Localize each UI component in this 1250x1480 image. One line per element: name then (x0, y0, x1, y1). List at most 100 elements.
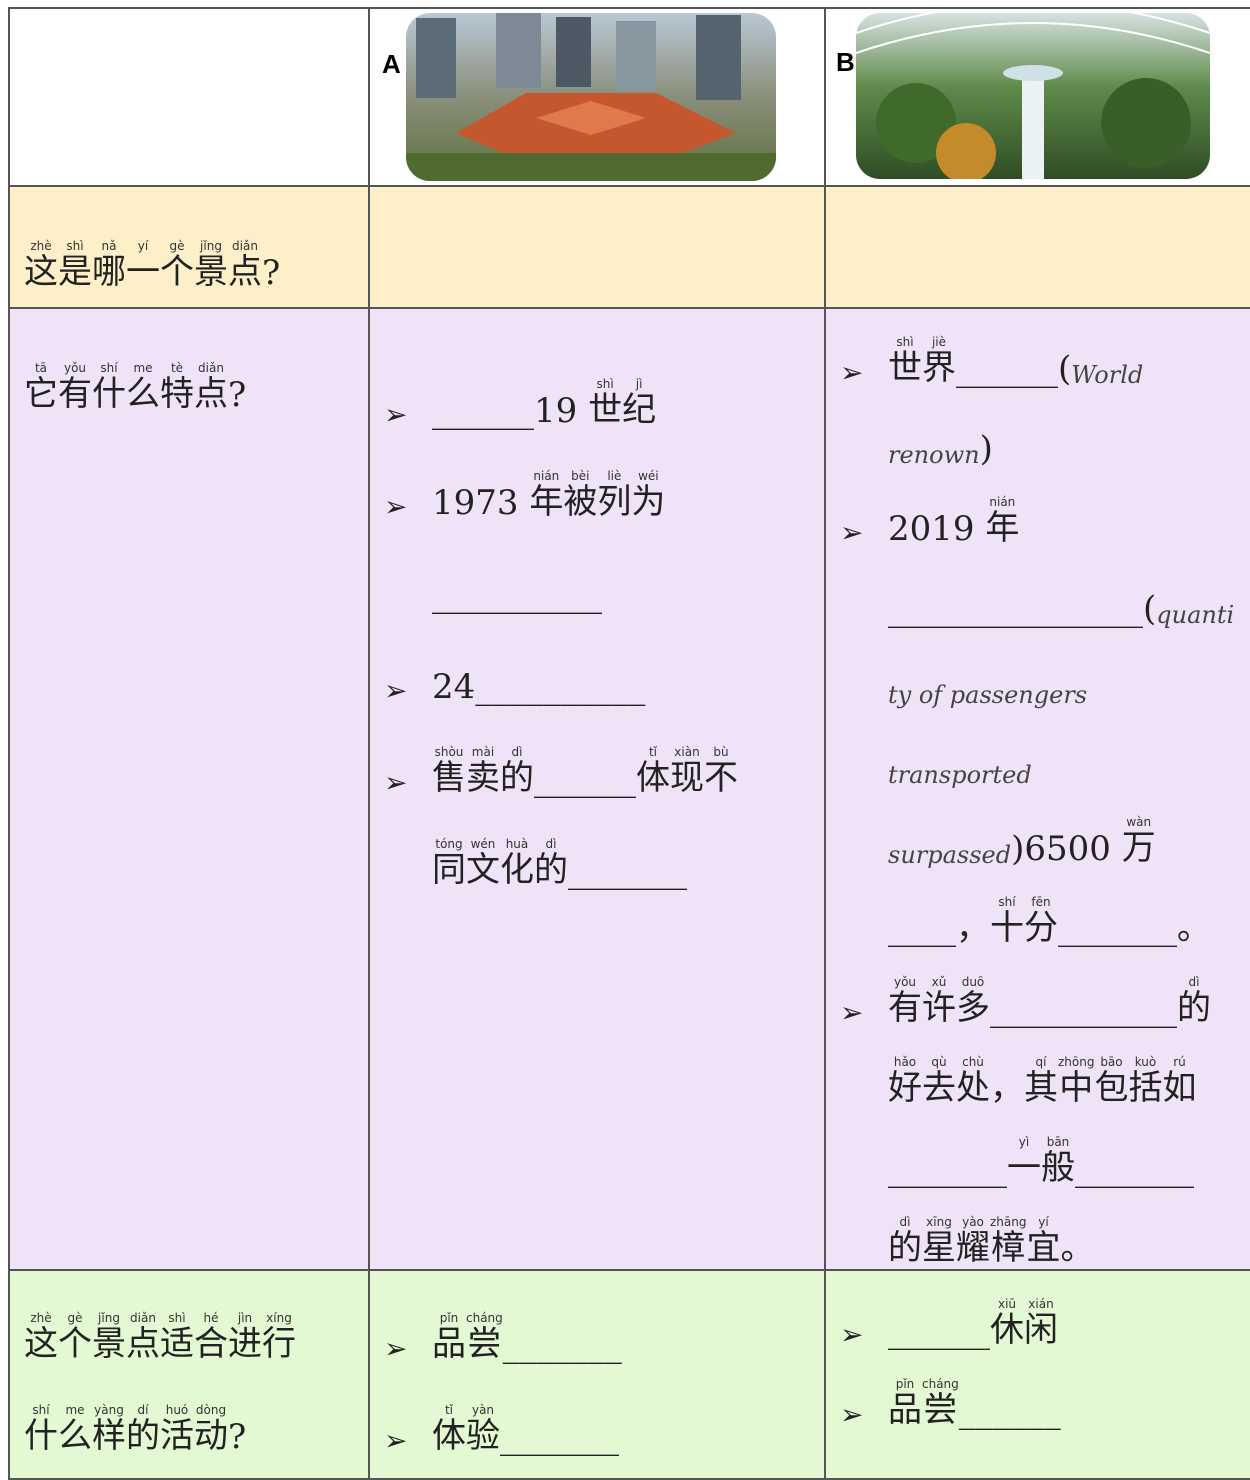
pinyin: huó (160, 1403, 194, 1417)
ruby-char: 处chù (956, 1055, 990, 1109)
hanzi: 年 (529, 482, 564, 522)
hanzi: 么 (126, 374, 160, 414)
ruby-char: 体tǐ (432, 1403, 466, 1457)
pinyin: nián (985, 495, 1020, 509)
text: ______ (534, 759, 636, 799)
hanzi: 十 (990, 908, 1024, 948)
photo-b (856, 13, 1210, 179)
hanzi: 耀 (956, 1228, 990, 1268)
ruby-char: 耀yào (956, 1215, 990, 1268)
ruby-char: 不bù (704, 745, 738, 799)
col-label: B (836, 47, 855, 77)
hanzi: 尝 (466, 1324, 503, 1364)
text: _______ (1075, 1149, 1194, 1189)
hanzi: 样 (92, 1416, 126, 1456)
answer-cell: ➢ ______19 世shì 纪jì ➢ 1973 年nián 被bèi 列liè 为wéi… (368, 307, 826, 1271)
pinyin: qù (922, 1055, 956, 1069)
hanzi: 么 (58, 1416, 92, 1456)
pinyin: bān (1041, 1135, 1075, 1149)
hanzi: 适 (160, 1324, 194, 1364)
ruby-char: 闲xián (1024, 1297, 1058, 1351)
pinyin: huà (500, 837, 534, 851)
hanzi: 品 (888, 1390, 922, 1430)
ruby-char: 现xiàn (670, 745, 704, 799)
text-line: surpassed)6500 万wàn (840, 789, 1249, 869)
hanzi: 景 (92, 1324, 126, 1364)
ruby-char: 去qù (922, 1055, 956, 1109)
ruby-char: 有yǒu (888, 975, 922, 1029)
ruby-char: 万wàn (1121, 815, 1156, 869)
text-line: renown) (840, 389, 1249, 469)
corner-cell (8, 7, 370, 187)
english-text: transported (888, 761, 1032, 789)
text-line: ➢ 体tǐ 验yàn _______ (384, 1365, 823, 1457)
text-line: ➢ 品pǐn 尝cháng _______ (384, 1273, 823, 1365)
hanzi: 宜 (1026, 1228, 1061, 1268)
hanzi: 一 (126, 252, 160, 292)
text-line: 这zhè 是shì 哪nǎ 一yí 个gè 景jǐng 点diǎn? (24, 201, 367, 293)
bullet-arrow: ➢ (384, 674, 408, 707)
hanzi: 体 (432, 1416, 466, 1456)
ruby-char: 休xiū (990, 1297, 1024, 1351)
ruby-char: 列liè (597, 469, 631, 523)
text: ______19 (432, 391, 589, 431)
text-line: 什shí 么me 样yàng 的dí 活huó 动dòng? (24, 1365, 367, 1457)
ruby-char: 适shì (160, 1311, 194, 1365)
pinyin: jì (622, 377, 657, 391)
bullet-arrow: ➢ (384, 1332, 408, 1365)
hanzi: 特 (160, 374, 194, 414)
ruby-char: 点diǎn (126, 1311, 160, 1365)
hanzi: 体 (636, 758, 670, 798)
photo-a (406, 13, 776, 181)
english-text: renown (888, 441, 980, 469)
header-row: A B (8, 7, 1250, 187)
ruby-char: 其qí (1024, 1055, 1058, 1109)
ruby-char: 的dí (126, 1403, 160, 1457)
text-line: ____， 十shí 分fēn _______。 (840, 869, 1249, 949)
ruby-char: 的dì (888, 1215, 922, 1268)
question-cell: 它tā 有yǒu 什shí 么me 特tè 点diǎn? (8, 307, 370, 1271)
pinyin: mài (466, 745, 500, 759)
pinyin: qí (1024, 1055, 1058, 1069)
pinyin: wàn (1121, 815, 1156, 829)
text-line: __________ (384, 523, 823, 615)
pinyin: bèi (563, 469, 598, 483)
pinyin: shì (160, 1311, 194, 1325)
bullet-arrow: ➢ (384, 490, 408, 523)
hanzi: 个 (58, 1324, 92, 1364)
answer-cell (368, 185, 826, 309)
ruby-char: 景jǐng (92, 1311, 126, 1365)
ruby-char: 什shí (92, 361, 126, 415)
text: _______ (502, 1325, 622, 1365)
hanzi: 世 (588, 390, 623, 430)
hanzi: 为 (631, 482, 666, 522)
pinyin: dì (500, 745, 534, 759)
text: ______ (958, 1391, 1061, 1431)
ruby-char: 化huà (500, 837, 534, 891)
pinyin: zhāng (990, 1215, 1027, 1229)
ruby-char: 景jǐng (194, 239, 228, 293)
hanzi: 括 (1128, 1068, 1163, 1108)
hanzi: 年 (985, 508, 1020, 548)
question-cell: 这zhè 是shì 哪nǎ 一yí 个gè 景jǐng 点diǎn? (8, 185, 370, 309)
hanzi: 进 (228, 1324, 262, 1364)
text: 1973 (432, 483, 530, 523)
pinyin: chù (956, 1055, 990, 1069)
pinyin: yǒu (888, 975, 922, 989)
hanzi: 有 (888, 988, 922, 1028)
pinyin: dì (888, 1215, 922, 1229)
pinyin: bāo (1094, 1055, 1129, 1069)
text-line: ➢ ______ 休xiū 闲xián (840, 1272, 1249, 1351)
text-line: ➢ 2019 年nián (840, 469, 1249, 549)
text: 。 (1060, 1228, 1095, 1268)
worksheet-table: A B 这zhè 是shì 哪nǎ 一yí 个gè 景jǐng 点diǎn? 它tā 有yǒu… (8, 7, 1250, 1480)
hanzi: 哪 (92, 252, 126, 292)
ruby-char: 点diǎn (194, 361, 228, 415)
hanzi: 个 (160, 252, 194, 292)
text: ____， (888, 908, 990, 948)
pinyin: fēn (1024, 895, 1058, 909)
answer-cell: ➢ 世shì 界jiè ______(World renown) ➢ 2019 年nián _… (824, 307, 1250, 1271)
hanzi: 不 (704, 758, 738, 798)
ruby-char: 十shí (990, 895, 1024, 949)
hanzi: 纪 (622, 390, 657, 430)
